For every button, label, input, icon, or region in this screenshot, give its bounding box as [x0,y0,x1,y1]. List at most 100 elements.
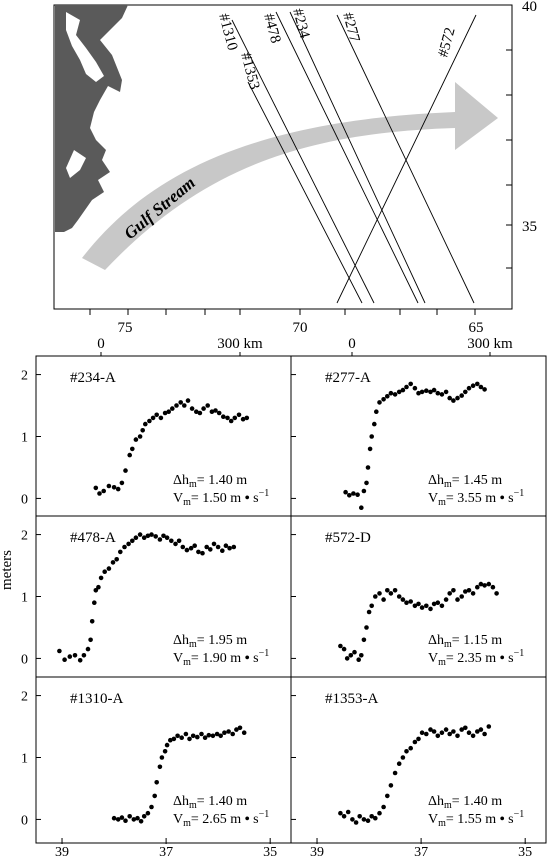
data-point [133,535,139,540]
data-point [377,591,382,596]
data-point [230,731,235,737]
data-point [482,583,487,588]
data-point [404,600,409,605]
data-point [377,810,382,816]
data-point [225,415,230,421]
data-point [176,538,182,544]
data-point [72,653,78,658]
data-point [154,412,159,418]
data-point [385,793,390,799]
data-point [185,398,191,403]
data-point [98,575,104,581]
data-point [470,733,476,739]
data-point [377,400,382,405]
data-point [209,409,215,415]
delta-h-annotation: Δhm= 1.95 m [173,633,247,650]
data-point [115,486,121,492]
data-point [232,415,238,421]
data-point [92,600,97,605]
data-point [102,569,107,574]
data-point [195,734,200,740]
data-point [164,535,170,540]
data-point [478,727,484,732]
data-point [435,390,441,396]
data-point [455,733,460,739]
scale-bar-1-end: 300 km [217,336,263,352]
data-point [227,545,232,551]
data-point [408,599,414,604]
data-point [221,414,226,420]
data-point [182,403,187,408]
data-point [101,488,106,494]
y-tick-label: 1 [21,591,28,606]
data-point [490,584,496,590]
data-point [419,605,425,610]
data-point [365,818,371,823]
data-point [459,393,465,398]
data-point [174,403,179,408]
data-point [361,637,367,643]
data-point [355,492,360,498]
data-point [77,658,83,663]
data-point [381,597,386,602]
data-point [424,388,429,394]
data-point [187,736,192,742]
y-tick-label: 1 [21,431,28,446]
data-point [240,416,246,422]
data-point [218,733,223,739]
data-point [353,820,359,825]
velocity-annotation: Vm= 1.90 m • s−1 [173,648,269,668]
data-point [392,588,398,593]
data-point [431,601,437,607]
data-point [199,731,204,737]
panel-1: #234-A 0 1 2 Δhm= 1.40 mVm= 1.50 m • s−1 [21,369,269,508]
data-point [241,730,247,735]
data-point [356,657,362,662]
data-point [204,544,209,550]
data-point [475,584,480,590]
data-point [374,409,379,415]
data-point [154,780,159,785]
x-tick-label: 39 [310,845,324,860]
data-point [351,491,356,496]
data-point [439,603,445,609]
data-point [459,727,465,732]
data-point [439,392,445,397]
data-point [482,387,487,392]
delta-h-annotation: Δhm= 1.40 m [173,473,247,490]
data-point [122,544,127,550]
data-point [385,588,390,593]
data-point [228,418,234,424]
track-line-572 [336,14,477,304]
data-point [206,732,212,738]
data-point [96,584,101,590]
data-point [428,727,433,732]
data-point [179,735,184,740]
data-point [115,817,121,822]
data-point [352,649,357,655]
data-point [133,437,139,442]
delta-h-annotation: Δhm= 1.40 m [173,794,247,811]
data-point [145,810,151,816]
data-point [141,535,147,540]
data-point [208,547,213,552]
data-point [343,489,348,495]
lon-tick-70: 70 [293,320,308,336]
data-point [416,390,421,396]
data-point [439,730,445,735]
panel-4: #572-D Δhm= 1.15 mVm= 2.35 m • s−1 [291,530,524,668]
track-label-1353: #1353 [237,51,262,91]
panel-title: #1310-A [70,691,123,707]
data-point [143,421,148,427]
data-point [130,538,135,544]
data-point [412,603,418,609]
data-point [435,600,441,605]
panel-title: #572-D [325,530,371,546]
data-point [202,735,208,740]
data-point [237,725,243,731]
data-point [365,465,371,470]
data-point [201,406,206,411]
data-point [118,549,123,555]
data-point [366,609,372,615]
